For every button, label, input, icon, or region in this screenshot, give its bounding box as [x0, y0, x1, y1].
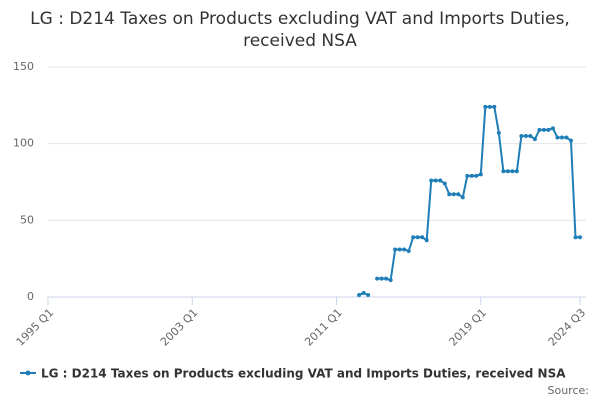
point [375, 276, 380, 281]
point [523, 134, 528, 138]
point [573, 235, 578, 240]
legend-dot [25, 370, 31, 376]
point [460, 195, 465, 200]
point [420, 235, 425, 240]
point [478, 172, 483, 177]
point [532, 137, 537, 142]
point [388, 278, 393, 283]
point [483, 104, 488, 109]
point [519, 134, 524, 138]
chart-title: LG : D214 Taxes on Products excluding VA… [30, 9, 570, 51]
point [424, 238, 429, 243]
source: Source: [548, 384, 590, 397]
point [501, 169, 506, 174]
point [555, 135, 560, 140]
y-tick-label: 0 [27, 290, 34, 303]
point [379, 276, 384, 281]
point [397, 247, 402, 252]
point [505, 169, 510, 174]
point [550, 126, 555, 131]
point [568, 138, 573, 143]
point [406, 249, 411, 253]
point [429, 178, 434, 183]
x-tick-label: 2019 Q1 [447, 306, 490, 349]
point [442, 181, 447, 186]
y-tick-label: 100 [13, 137, 34, 150]
point [384, 276, 389, 281]
point [578, 235, 582, 240]
point [541, 127, 546, 132]
point [474, 173, 479, 178]
x-tick-label: 2011 Q1 [302, 306, 345, 349]
point [447, 192, 452, 197]
point [357, 293, 362, 298]
point [537, 127, 542, 132]
point [496, 130, 501, 135]
x-tick-label: 2003 Q1 [158, 306, 201, 349]
point [514, 169, 519, 174]
point [393, 247, 398, 252]
point [451, 192, 456, 197]
series-line [358, 105, 580, 296]
point [487, 104, 492, 109]
point [510, 169, 515, 174]
point [415, 235, 420, 240]
point [465, 173, 470, 178]
point [546, 127, 551, 132]
point [402, 247, 407, 252]
y-tick-label: 50 [20, 213, 34, 226]
point [564, 135, 569, 140]
point [433, 178, 438, 183]
point [492, 104, 497, 109]
point [528, 134, 533, 138]
point [456, 192, 461, 197]
y-tick-label: 150 [13, 60, 34, 73]
legend-label: LG : D214 Taxes on Products excluding VA… [41, 367, 566, 381]
point [438, 178, 443, 183]
x-tick-label: 2024 Q3 [546, 306, 589, 349]
x-tick-label: 1995 Q1 [14, 306, 57, 349]
point [469, 173, 474, 178]
point [411, 235, 416, 240]
point [366, 293, 371, 298]
point [361, 291, 366, 296]
point [559, 135, 564, 140]
